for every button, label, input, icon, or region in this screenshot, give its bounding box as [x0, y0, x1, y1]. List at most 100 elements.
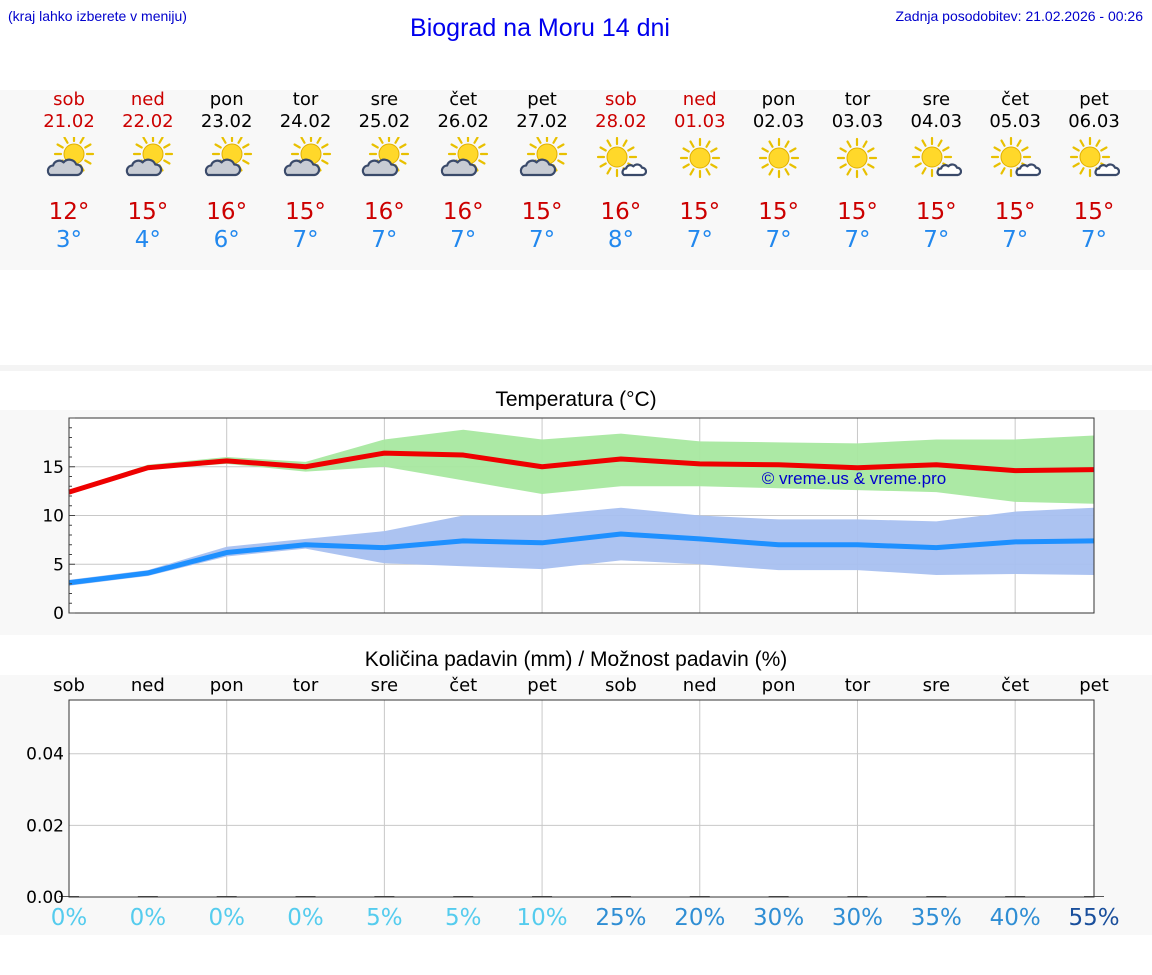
precipitation-y-label: 0.02 [26, 816, 64, 836]
partly-cloudy-icon [441, 137, 489, 177]
sun-icon [679, 137, 720, 179]
precipitation-probability: 10% [516, 905, 568, 931]
forecast-date: 28.02 [595, 111, 647, 132]
precipitation-probability: 5% [444, 905, 482, 931]
forecast-min-temp: 7° [292, 227, 319, 253]
precipitation-probability: 30% [753, 905, 805, 931]
forecast-date: 06.03 [1068, 111, 1120, 132]
forecast-day: sob [53, 89, 85, 110]
forecast-date: 01.03 [674, 111, 726, 132]
precipitation-chart: 0.00 0.02 0.04 [26, 699, 1104, 905]
partly-cloudy-icon [46, 137, 95, 177]
location-hint: (kraj lahko izberete v meniju) [8, 8, 187, 24]
forecast-min-temp: 7° [371, 227, 398, 253]
precipitation-day-label: ned [130, 675, 165, 696]
forecast-max-temp: 15° [915, 199, 957, 225]
max-range-band [69, 429, 1094, 504]
precipitation-y-label: 0.00 [26, 888, 64, 905]
temperature-y-label: 0 [53, 604, 64, 624]
forecast-max-temp: 15° [679, 199, 721, 225]
watermark: © vreme.us & vreme.pro [762, 469, 946, 488]
precipitation-day-label: sob [53, 675, 85, 696]
forecast-date: 03.03 [831, 111, 884, 132]
forecast-min-temp: 7° [528, 227, 556, 253]
page-title: Biograd na Moru 14 dni [410, 14, 670, 42]
forecast-min-temp: 8° [607, 227, 634, 253]
precipitation-day-label: tor [292, 675, 319, 696]
forecast-day: čet [449, 89, 478, 110]
partly-cloudy-icon [519, 137, 568, 177]
forecast-date: 04.03 [910, 111, 963, 132]
sun-small-cloud-icon [1069, 137, 1120, 178]
forecast-max-temp: 15° [837, 199, 878, 225]
forecast-max-temp: 16° [363, 199, 405, 225]
forecast-date: 21.02 [43, 111, 95, 132]
precipitation-probability: 0% [208, 905, 245, 931]
partly-cloudy-icon [362, 137, 410, 177]
forecast-max-temp: 15° [285, 199, 326, 225]
precipitation-day-label: pon [209, 675, 244, 696]
forecast-max-temp: 16° [600, 199, 642, 225]
precipitation-probability: 20% [674, 905, 726, 931]
forecast-max-temp: 15° [127, 199, 169, 225]
temperature-y-label: 10 [42, 507, 64, 527]
forecast-min-temp: 7° [765, 227, 792, 253]
sun-small-cloud-icon [912, 137, 963, 178]
precipitation-probability: 0% [287, 905, 324, 931]
precipitation-day-label: pet [1079, 675, 1109, 696]
forecast-min-temp: 4° [134, 227, 161, 253]
precipitation-day-label: pet [527, 675, 557, 696]
forecast-day: sre [370, 89, 399, 110]
precipitation-probability: 35% [910, 905, 962, 931]
forecast-max-temp: 15° [758, 199, 799, 225]
forecast-min-temp: 7° [1080, 227, 1108, 253]
partly-cloudy-icon [125, 137, 173, 177]
partly-cloudy-icon [204, 137, 252, 177]
precipitation-probability: 55% [1068, 905, 1120, 931]
temperature-chart: 0 5 10 15 © vreme.us & vreme.pro [42, 417, 1095, 624]
precipitation-day-label: sre [370, 675, 399, 696]
precipitation-day-label: čet [449, 675, 478, 696]
forecast-date: 24.02 [279, 111, 332, 132]
precipitation-day-label: tor [844, 675, 871, 696]
forecast-day: pon [209, 89, 244, 110]
precipitation-day-label: čet [1001, 675, 1030, 696]
forecast-min-temp: 3° [55, 227, 83, 253]
precipitation-chart-title: Količina padavin (mm) / Možnost padavin … [364, 648, 788, 671]
forecast-max-temp: 16° [206, 199, 248, 225]
forecast-day: sre [922, 89, 951, 110]
precipitation-probability: 30% [831, 905, 884, 931]
forecast-strip [0, 90, 1152, 270]
forecast-min-temp: 7° [923, 227, 950, 253]
sun-small-cloud-icon [991, 137, 1042, 178]
forecast-min-temp: 6° [213, 227, 240, 253]
forecast-max-temp: 15° [1073, 199, 1115, 225]
precipitation-probability: 0% [129, 905, 167, 931]
sun-icon [837, 137, 878, 179]
temperature-chart-title: Temperatura (°C) [495, 388, 657, 411]
forecast-max-temp: 15° [521, 199, 563, 225]
forecast-day: pon [761, 89, 796, 110]
last-update: Zadnja posodobitev: 21.02.2026 - 00:26 [895, 8, 1143, 24]
precipitation-day-label: sre [922, 675, 951, 696]
precipitation-day-label: sob [605, 675, 637, 696]
precipitation-probability: 5% [366, 905, 403, 931]
precipitation-probability: 40% [989, 905, 1041, 931]
forecast-date: 25.02 [358, 111, 411, 132]
forecast-day: čet [1001, 89, 1030, 110]
forecast-min-temp: 7° [1002, 227, 1029, 253]
divider [0, 365, 1152, 371]
forecast-min-temp: 7° [450, 227, 477, 253]
forecast-min-temp: 7° [686, 227, 713, 253]
forecast-day: tor [844, 89, 871, 110]
precipitation-y-label: 0.04 [26, 745, 64, 765]
forecast-date: 22.02 [122, 111, 174, 132]
precipitation-probability: 25% [595, 905, 647, 931]
forecast-day: pet [1079, 89, 1109, 110]
precipitation-day-label: pon [761, 675, 796, 696]
max-temp-line [68, 450, 1095, 495]
temperature-y-label: 15 [42, 458, 64, 478]
temperature-y-label: 5 [53, 555, 64, 575]
min-range-band [69, 507, 1094, 586]
forecast-day: ned [682, 89, 717, 110]
